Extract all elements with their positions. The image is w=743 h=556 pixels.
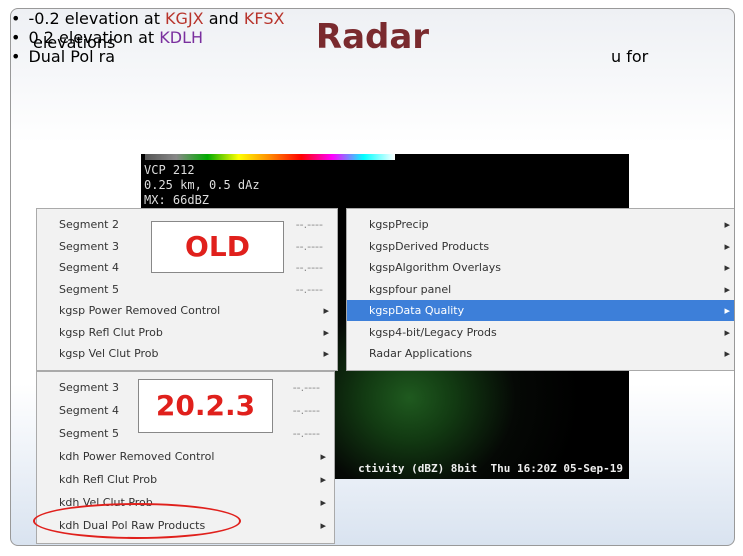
menu-item-label: kgspAlgorithm Overlays <box>369 257 501 278</box>
menu-item-label: kdh Power Removed Control <box>59 446 214 467</box>
menu-item-label: kgspfour panel <box>369 279 451 300</box>
menu-item-value: --.---- <box>296 214 323 235</box>
submenu-arrow: ▸ <box>320 469 326 490</box>
bullet-text: elevations <box>33 33 115 52</box>
submenu-arrow: ▸ <box>724 343 730 364</box>
version-label: 20.2.3 <box>138 379 273 433</box>
menu-item[interactable]: kgspData Quality ▸ <box>347 300 735 321</box>
submenu-arrow: ▸ <box>724 257 730 278</box>
menu-item[interactable]: Radar Applications ▸ <box>347 343 735 364</box>
menu-item-label: kgsp4-bit/Legacy Prods <box>369 322 497 343</box>
menu-item[interactable]: kgspDerived Products ▸ <box>347 236 735 257</box>
menu-item-label: kgsp Refl Clut Prob <box>59 322 163 343</box>
page: Radar •-0.2 elevation at KGJX and KFSX•0… <box>0 0 743 556</box>
menu-item-label: kgsp Power Removed Control <box>59 300 220 321</box>
menu-item-label: Segment 4 <box>59 400 119 421</box>
menu-item-label: Radar Applications <box>369 343 472 364</box>
menu-item[interactable]: kgsp Refl Clut Prob ▸ <box>37 322 337 343</box>
submenu-arrow: ▸ <box>724 279 730 300</box>
colorbar <box>145 154 395 160</box>
menu-item-label: Segment 3 <box>59 236 119 257</box>
submenu-arrow: ▸ <box>724 236 730 257</box>
menu-item[interactable]: kdh Power Removed Control ▸ <box>37 446 334 467</box>
menu-item[interactable]: kgspPrecip ▸ <box>347 214 735 235</box>
submenu-arrow: ▸ <box>323 322 329 343</box>
menu-item-value: --.---- <box>296 236 323 257</box>
menu-item[interactable]: kgspAlgorithm Overlays ▸ <box>347 257 735 278</box>
menu-item[interactable]: kgsp Vel Clut Prob ▸ <box>37 343 337 364</box>
menu-item-value: --.---- <box>293 400 320 421</box>
menu-item-value: --.---- <box>293 423 320 444</box>
submenu-arrow: ▸ <box>320 515 326 536</box>
menu-item-label: Segment 5 <box>59 279 119 300</box>
menu-item-label: kgspDerived Products <box>369 236 489 257</box>
radar-info: MX: 66dBZ <box>144 193 209 207</box>
bullet-text: u for <box>611 47 648 66</box>
menu: kgspPrecip▸kgspDerived Products▸kgspAlgo… <box>346 208 735 371</box>
radar-footer: ctivity (dBZ) 8bit Thu 16:20Z 05-Sep-19 <box>358 462 623 475</box>
menu-item[interactable]: kdh Refl Clut Prob ▸ <box>37 469 334 490</box>
menu-item[interactable]: kgsp4-bit/Legacy Prods ▸ <box>347 322 735 343</box>
submenu-arrow: ▸ <box>320 492 326 513</box>
submenu-arrow: ▸ <box>323 300 329 321</box>
menu-item[interactable]: Segment 5 --.---- <box>37 279 337 300</box>
menu-item-label: Segment 3 <box>59 377 119 398</box>
menu-item-value: --.---- <box>293 377 320 398</box>
menu-item-label: kgspData Quality <box>369 300 464 321</box>
submenu-arrow: ▸ <box>724 322 730 343</box>
menu-item-value: --.---- <box>296 257 323 278</box>
radar-info: 0.25 km, 0.5 dAz <box>144 178 260 192</box>
menu-item-label: Segment 5 <box>59 423 119 444</box>
submenu-arrow: ▸ <box>724 300 730 321</box>
menu-item-value: --.---- <box>296 279 323 300</box>
menu-item-label: Segment 2 <box>59 214 119 235</box>
submenu-arrow: ▸ <box>320 446 326 467</box>
menu-item-label: Segment 4 <box>59 257 119 278</box>
menu-item[interactable]: kgspfour panel ▸ <box>347 279 735 300</box>
menu-item-label: kgspPrecip <box>369 214 429 235</box>
menu-item-label: kdh Refl Clut Prob <box>59 469 157 490</box>
slide: Radar •-0.2 elevation at KGJX and KFSX•0… <box>10 8 735 546</box>
version-label: OLD <box>151 221 284 273</box>
menu-item-label: kgsp Vel Clut Prob <box>59 343 159 364</box>
menu-item[interactable]: kgsp Power Removed Control ▸ <box>37 300 337 321</box>
submenu-arrow: ▸ <box>724 214 730 235</box>
radar-info: VCP 212 <box>144 163 195 177</box>
highlight-ellipse <box>33 503 241 539</box>
submenu-arrow: ▸ <box>323 343 329 364</box>
